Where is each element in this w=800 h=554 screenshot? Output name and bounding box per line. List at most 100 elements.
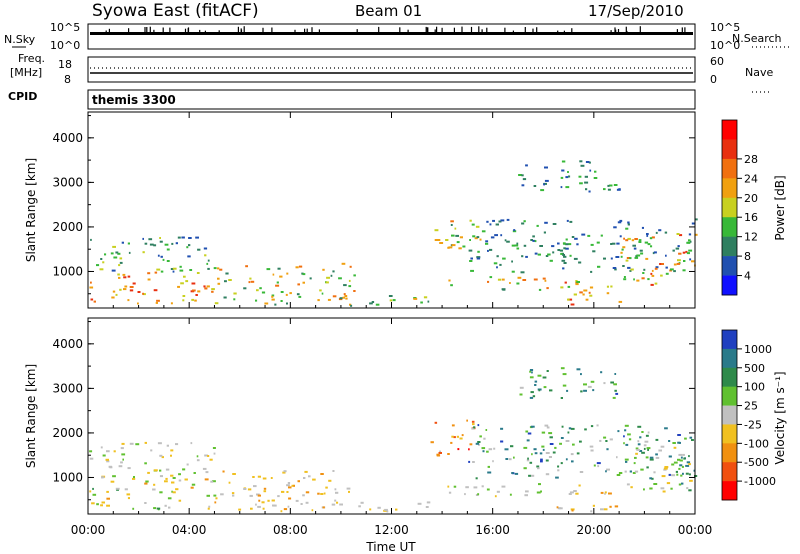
freq-strip-frame	[87, 56, 696, 83]
nsky-spike	[108, 28, 110, 32]
echo-cell	[90, 281, 92, 284]
nsky-spike	[425, 26, 427, 32]
echo-cell	[224, 280, 227, 283]
echo-cell	[171, 481, 175, 484]
nsky-spikes	[105, 26, 686, 32]
echo-cell	[558, 507, 563, 510]
echo-cell	[563, 262, 567, 264]
echo-cell	[472, 461, 475, 463]
echo-cell	[691, 439, 694, 441]
echo-cell	[600, 371, 603, 374]
echo-cell	[639, 450, 643, 452]
echo-cell	[487, 280, 490, 283]
echo-cell	[560, 286, 564, 289]
echo-cell	[563, 247, 566, 250]
echo-cell	[454, 227, 457, 230]
echo-cell	[346, 487, 351, 490]
y-tick-label: 2000	[52, 426, 83, 440]
echo-cell	[106, 504, 110, 507]
echo-cell	[164, 504, 167, 507]
echo-cell	[609, 438, 613, 441]
echo-cell	[275, 284, 280, 287]
echo-cell	[678, 483, 682, 486]
echo-cell	[509, 493, 512, 496]
echo-cell	[183, 275, 186, 278]
nsky-spike	[262, 27, 264, 32]
nsky-spike	[453, 27, 455, 32]
echo-cell	[148, 238, 153, 241]
echo-cell	[448, 246, 453, 249]
power-colorbar-ticks: 4 8 12 16 20 24 28	[737, 153, 758, 283]
echo-cell	[647, 448, 649, 451]
echo-cell	[101, 476, 103, 479]
echo-cell	[319, 289, 322, 292]
echo-cell	[576, 368, 581, 371]
echo-cell	[171, 242, 174, 245]
velocity-panel: 1000 2000 3000 4000 Slant Range [km]	[24, 317, 698, 515]
echo-cell	[565, 238, 568, 241]
echo-cell	[688, 455, 690, 458]
echo-cell	[579, 182, 583, 185]
echo-cell	[472, 235, 476, 238]
echo-cell	[580, 373, 582, 376]
echo-cell	[610, 285, 613, 288]
colorbar-tick-label: 100	[744, 381, 765, 394]
echo-cell	[557, 469, 560, 472]
echo-cell	[487, 249, 489, 252]
nsky-spike	[481, 29, 483, 32]
echo-cell	[523, 244, 527, 247]
echo-cell	[653, 483, 658, 485]
echo-cell	[274, 303, 277, 306]
echo-cell	[271, 295, 274, 298]
echo-cell	[568, 298, 573, 301]
nsky-spike	[461, 26, 463, 32]
echo-cell	[576, 243, 579, 246]
echo-cell	[627, 223, 630, 226]
echo-cell	[386, 510, 389, 513]
echo-cell	[211, 290, 214, 293]
echo-cell	[668, 473, 671, 476]
echo-cell	[626, 483, 630, 486]
echo-cell	[527, 457, 529, 460]
echo-cell	[610, 243, 613, 245]
echo-cell	[371, 301, 375, 303]
echo-cell	[685, 250, 688, 253]
echo-cell	[612, 267, 617, 269]
echo-cell	[664, 231, 668, 234]
echo-cell	[660, 263, 664, 265]
echo-cell	[311, 509, 314, 512]
echo-cell	[126, 493, 131, 496]
echo-cell	[182, 299, 185, 302]
echo-cell	[332, 270, 335, 273]
echo-cell	[502, 288, 506, 291]
nsky-spike	[504, 27, 506, 32]
echo-cell	[640, 252, 644, 255]
echo-cell	[147, 278, 151, 281]
echo-cell	[470, 269, 474, 272]
echo-cell	[89, 457, 94, 460]
echo-cell	[593, 464, 596, 467]
echo-cell	[654, 282, 658, 285]
echo-cell	[499, 263, 502, 266]
echo-cell	[624, 429, 627, 432]
echo-cell	[614, 505, 619, 508]
echo-cell	[212, 447, 216, 449]
echo-cell	[606, 468, 610, 471]
nsky-spike	[199, 29, 201, 32]
cpid-label: CPID	[8, 90, 37, 103]
echo-cell	[184, 478, 188, 481]
echo-cell	[560, 397, 563, 399]
echo-cell	[589, 286, 594, 289]
power-axes: 1000 2000 3000 4000	[52, 112, 696, 308]
echo-cell	[613, 383, 617, 386]
echo-cell	[102, 261, 105, 264]
echo-cell	[519, 393, 523, 396]
echo-cell	[686, 252, 690, 255]
echo-cell	[659, 263, 662, 265]
echo-cell	[127, 497, 130, 500]
echo-cell	[542, 376, 547, 379]
echo-cell	[688, 249, 693, 252]
echo-cell	[181, 236, 185, 239]
nsky-trace	[90, 32, 693, 35]
echo-cell	[90, 238, 92, 241]
